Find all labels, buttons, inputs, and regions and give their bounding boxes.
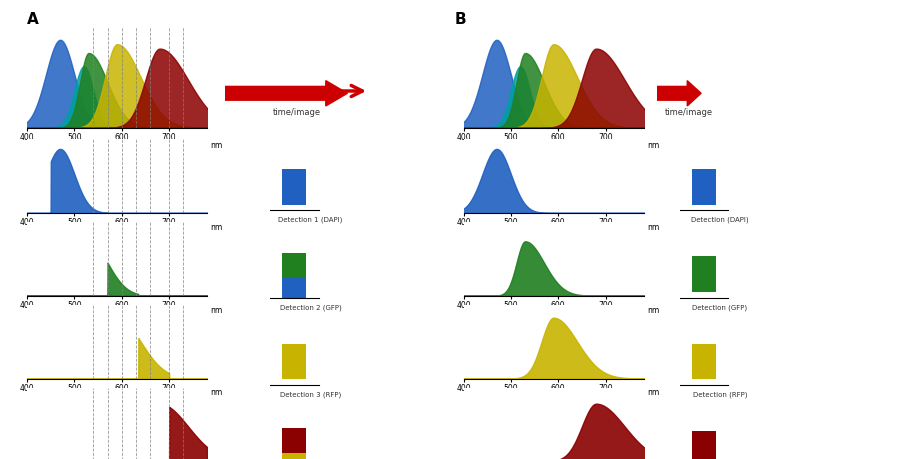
- Text: A: A: [27, 11, 39, 27]
- Text: Detection (DAPI): Detection (DAPI): [691, 216, 749, 223]
- Bar: [283, 344, 306, 380]
- Bar: [283, 448, 306, 459]
- Text: time/image: time/image: [273, 108, 321, 117]
- FancyArrow shape: [225, 82, 347, 106]
- Text: nm: nm: [647, 387, 660, 397]
- Bar: [691, 257, 716, 292]
- Text: nm: nm: [211, 387, 223, 397]
- Text: nm: nm: [211, 305, 223, 314]
- Text: nm: nm: [647, 140, 660, 150]
- FancyArrow shape: [657, 82, 701, 106]
- Text: Detection (GFP): Detection (GFP): [692, 303, 748, 310]
- Text: Detection 1 (DAPI): Detection 1 (DAPI): [278, 216, 343, 223]
- Text: Detection 2 (GFP): Detection 2 (GFP): [280, 303, 341, 310]
- Bar: [691, 169, 716, 205]
- Text: Detection (RFP): Detection (RFP): [693, 391, 747, 397]
- Bar: [691, 431, 716, 459]
- Bar: [283, 273, 306, 298]
- Text: Detection 3 (RFP): Detection 3 (RFP): [280, 391, 341, 397]
- Text: nm: nm: [211, 222, 223, 231]
- Bar: [283, 428, 306, 453]
- Bar: [283, 254, 306, 279]
- Text: nm: nm: [647, 222, 660, 231]
- Text: time/image: time/image: [664, 108, 713, 117]
- Text: nm: nm: [211, 140, 223, 150]
- Text: nm: nm: [647, 305, 660, 314]
- Bar: [283, 169, 306, 205]
- Bar: [691, 344, 716, 380]
- Text: B: B: [454, 11, 466, 27]
